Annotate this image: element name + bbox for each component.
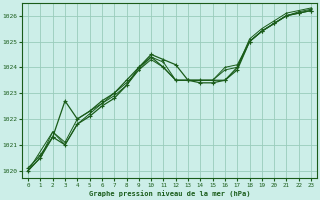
X-axis label: Graphe pression niveau de la mer (hPa): Graphe pression niveau de la mer (hPa)	[89, 190, 250, 197]
